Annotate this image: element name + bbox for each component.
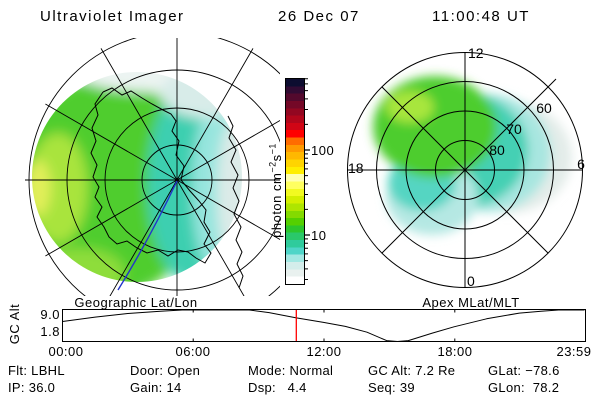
gc-alt-strip-chart [62,309,586,342]
xtick-1200: 12:00 [306,344,342,359]
mlt-label-12: 12 [468,45,484,61]
geo-graticule [25,38,280,296]
xtick-0000: 00:00 [48,344,84,359]
colorbar-tick-100: 100 [311,143,335,158]
colorbar-tick-10: 10 [311,228,327,243]
polar-image-blob [373,76,572,235]
status-ip: IP: 36.0 [8,380,56,395]
strip-chart-ticks [192,309,456,342]
lat-label-60: 60 [536,100,552,116]
unit-prefix: photon cm [268,172,284,238]
status-dsp: Dsp: 4.4 [248,380,307,395]
status-seq: Seq: 39 [368,380,415,395]
status-glon: GLon: 78.2 [488,380,560,395]
geo-image-disk [32,72,242,282]
status-mode: Mode: Normal [248,363,334,378]
header-time: 11:00:48 UT [432,8,530,25]
status-flt: Flt: LBHL [8,363,65,378]
header-date: 26 Dec 07 [278,8,360,25]
status-door: Door: Open [130,363,201,378]
colorbar-ticks [305,78,310,280]
xtick-1800: 18:00 [437,344,473,359]
mlt-label-6: 6 [577,156,585,172]
orbit-altitude-curve [62,309,585,342]
lat-label-70: 70 [506,121,522,137]
unit-mid: s [268,154,284,162]
blue-overlay-line [117,180,178,291]
polar-panel-caption: Apex MLat/MLT [422,295,520,310]
lat-label-80: 80 [489,142,505,158]
app-title: Ultraviolet Imager [40,8,185,25]
unit-exp2: −1 [267,143,278,155]
geographic-image-panel [25,38,280,296]
mlt-label-18: 18 [348,160,364,176]
status-gain: Gain: 14 [130,380,182,395]
colorbar [285,78,305,285]
xtick-0600: 06:00 [175,344,211,359]
polar-grid [347,52,583,288]
coastline [90,87,212,264]
colorbar-unit-label: photon cm−2s−1 [268,91,285,291]
outer-coastline [227,115,244,289]
status-glat: GLat: −78.6 [488,363,560,378]
xtick-2359: 23:59 [556,344,592,359]
unit-exp1: −2 [267,161,278,173]
status-gcalt: GC Alt: 7.2 Re [368,363,456,378]
gc-alt-axis-label: GC Alt [7,303,22,345]
mlt-label-0: 0 [467,273,475,289]
ytick-9: 9.0 [40,307,60,322]
geo-panel-caption: Geographic Lat/Lon [74,295,198,310]
strip-chart-frame [62,309,586,342]
polar-mlat-mlt-panel: 12 18 6 0 60 70 80 [347,45,585,289]
ytick-1-8: 1.8 [40,324,60,339]
